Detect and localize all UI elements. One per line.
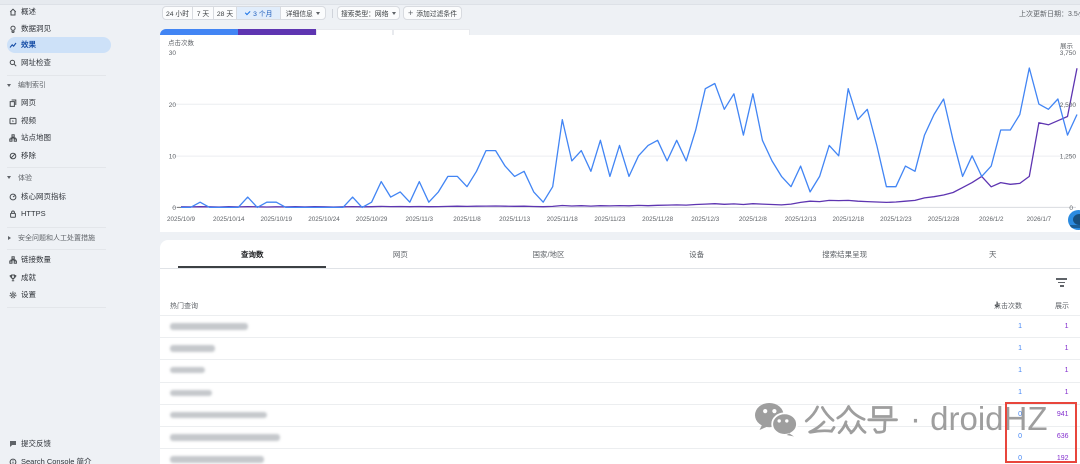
svg-text:1,250: 1,250	[1060, 154, 1077, 161]
svg-text:2025/11/23: 2025/11/23	[594, 216, 626, 223]
svg-text:30: 30	[169, 50, 177, 57]
svg-text:2025/10/24: 2025/10/24	[308, 216, 340, 223]
svg-text:2026/1/2: 2026/1/2	[979, 216, 1004, 223]
svg-text:点击次数: 点击次数	[168, 38, 195, 47]
svg-text:2025/12/18: 2025/12/18	[832, 216, 864, 223]
svg-text:2025/10/19: 2025/10/19	[261, 216, 293, 223]
svg-text:2025/11/13: 2025/11/13	[499, 216, 531, 223]
svg-text:2025/12/3: 2025/12/3	[691, 216, 720, 223]
svg-text:2025/10/9: 2025/10/9	[167, 216, 196, 223]
svg-text:2025/12/23: 2025/12/23	[880, 216, 912, 223]
svg-text:10: 10	[169, 154, 177, 161]
svg-text:2026/1/7: 2026/1/7	[1027, 216, 1052, 223]
svg-text:0: 0	[172, 205, 176, 212]
svg-text:0: 0	[1069, 205, 1073, 212]
svg-text:2025/10/29: 2025/10/29	[356, 216, 388, 223]
svg-text:2025/11/8: 2025/11/8	[453, 216, 481, 223]
svg-text:展示: 展示	[1060, 42, 1074, 50]
svg-text:2025/12/8: 2025/12/8	[739, 216, 768, 223]
svg-text:2025/12/28: 2025/12/28	[928, 216, 960, 223]
svg-text:20: 20	[169, 102, 177, 109]
svg-text:3,750: 3,750	[1060, 50, 1077, 57]
svg-text:2025/11/3: 2025/11/3	[406, 216, 434, 223]
svg-text:2,500: 2,500	[1060, 102, 1077, 109]
svg-text:2025/11/28: 2025/11/28	[642, 216, 674, 223]
svg-text:2025/10/14: 2025/10/14	[213, 216, 245, 223]
svg-text:2025/11/18: 2025/11/18	[547, 216, 579, 223]
svg-text:2025/12/13: 2025/12/13	[785, 216, 817, 223]
